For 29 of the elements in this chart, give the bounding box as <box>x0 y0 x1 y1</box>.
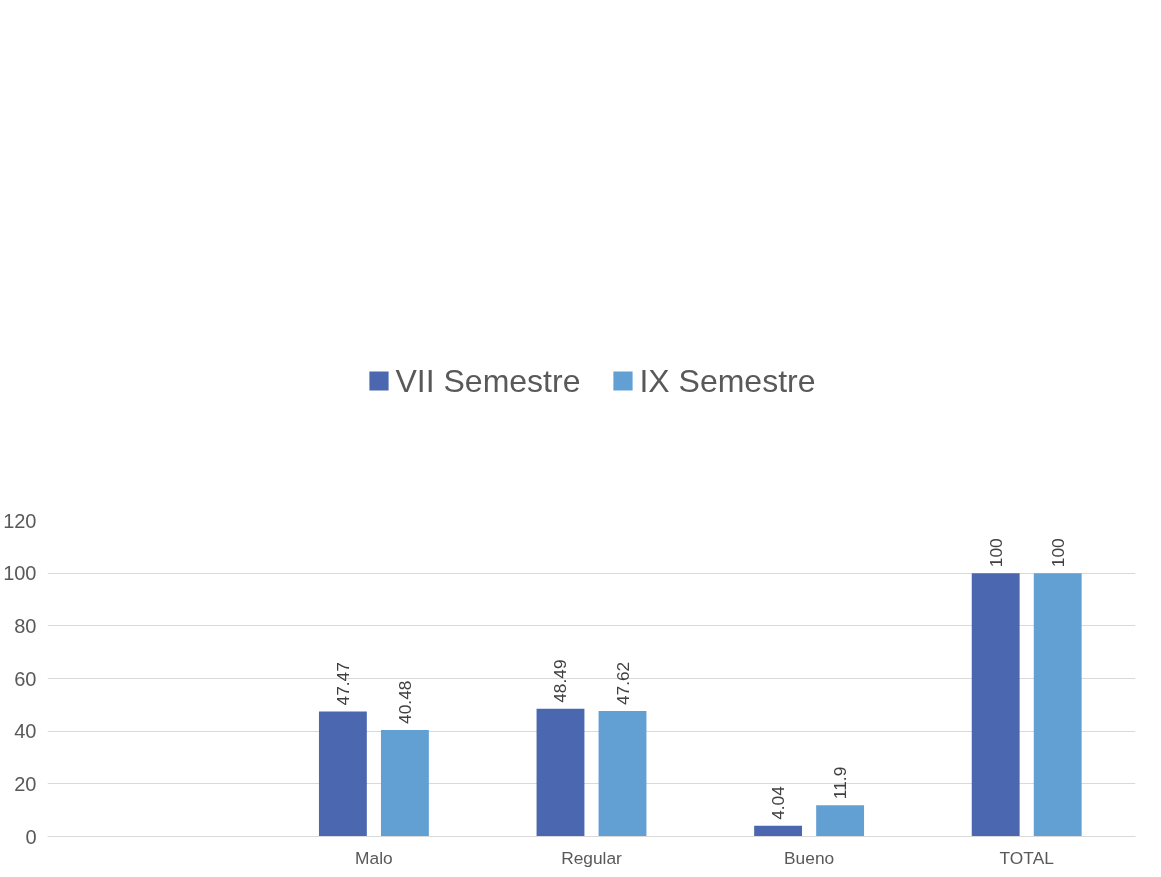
y-tick-label: 40 <box>14 720 37 743</box>
data-label: 11.9 <box>830 766 851 800</box>
bar <box>754 825 803 837</box>
y-tick-label: 80 <box>14 614 37 637</box>
x-tick-label: TOTAL <box>999 847 1055 868</box>
data-label: 100 <box>1047 538 1068 568</box>
y-tick-label: 60 <box>14 667 37 690</box>
y-tick-label: 20 <box>14 772 37 795</box>
y-tick-label: 120 <box>3 509 37 532</box>
bar <box>318 711 367 837</box>
data-label: 4.04 <box>768 785 789 820</box>
y-tick-label: 0 <box>25 825 37 848</box>
data-label: 100 <box>985 538 1006 568</box>
x-tick-label: Bueno <box>784 847 835 868</box>
bar <box>598 711 647 837</box>
data-label: 47.62 <box>612 661 633 706</box>
bar <box>380 729 429 837</box>
data-label: 47.47 <box>332 662 353 706</box>
data-label: 40.48 <box>394 680 415 724</box>
x-tick-label: Malo <box>355 847 393 868</box>
bar <box>816 805 865 837</box>
legend-label: IX Semestre <box>639 362 816 400</box>
bar <box>971 573 1020 837</box>
bar <box>536 708 585 837</box>
data-label: 48.49 <box>550 659 571 703</box>
bar <box>1033 573 1082 837</box>
y-tick-label: 100 <box>3 562 37 585</box>
x-tick-label: Regular <box>561 847 623 868</box>
legend-label: VII Semestre <box>395 362 581 400</box>
